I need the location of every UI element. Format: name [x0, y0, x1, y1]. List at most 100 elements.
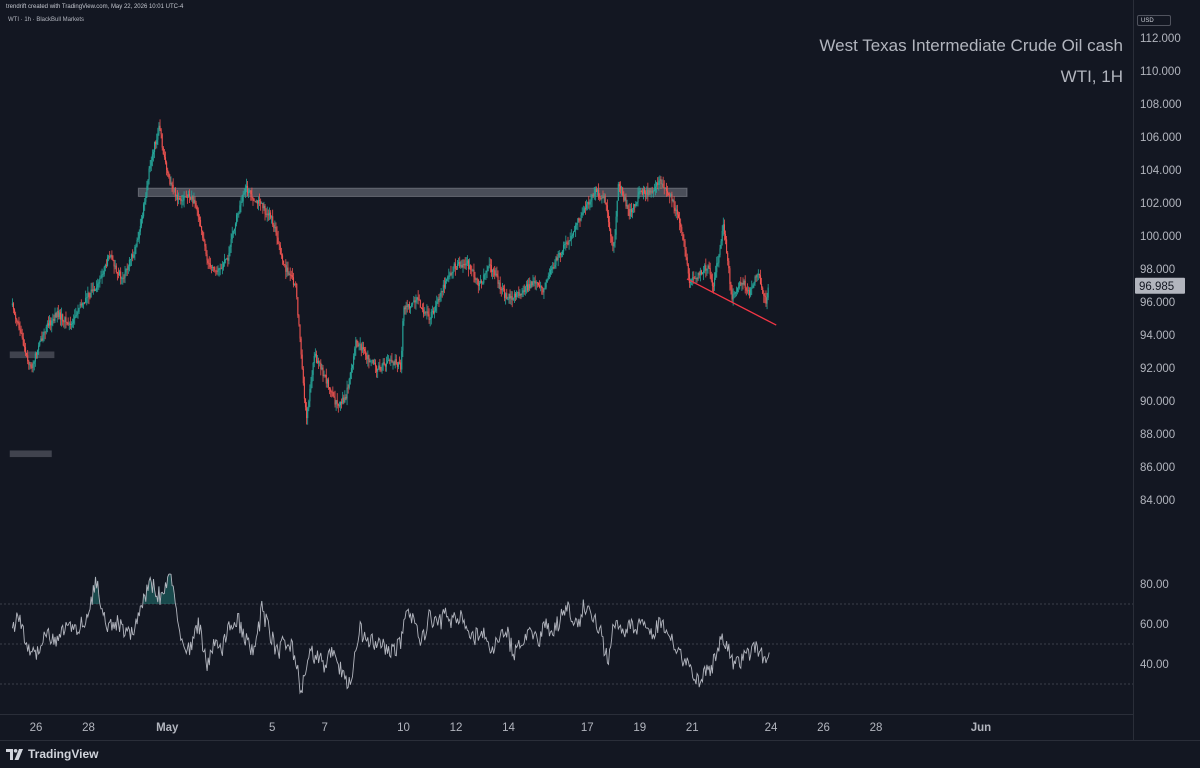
candle-body: [26, 352, 28, 356]
candle-body: [408, 304, 410, 309]
candle-body: [709, 268, 711, 275]
candle-body: [88, 293, 90, 297]
candle-body: [94, 290, 97, 291]
candle-body: [335, 400, 337, 405]
currency-selector[interactable]: USD: [1137, 15, 1171, 26]
tradingview-brand[interactable]: TradingView: [6, 747, 98, 761]
candle-body: [459, 262, 461, 267]
candle-body: [652, 191, 654, 193]
candle-body: [697, 272, 699, 280]
candle-body: [194, 199, 196, 204]
candle-body: [532, 281, 534, 286]
candle-body: [232, 231, 234, 235]
candle-body: [252, 197, 254, 200]
candle-body: [518, 292, 520, 296]
candle-body: [516, 292, 518, 298]
candle-body: [181, 200, 183, 202]
candle-body: [295, 283, 297, 285]
candle-body: [563, 245, 565, 252]
candle-body: [456, 263, 459, 269]
price-tick-label: 98.000: [1140, 264, 1175, 276]
candle-body: [120, 271, 122, 279]
candle-body: [611, 236, 613, 243]
candle-body: [429, 319, 431, 321]
candle-body: [281, 255, 284, 261]
candle-body: [427, 311, 429, 315]
candle-body: [568, 241, 570, 245]
candle-body: [485, 271, 487, 274]
candle-body: [739, 282, 741, 287]
candle-body: [35, 353, 37, 355]
candle-body: [215, 270, 217, 272]
price-tick-label: 96.000: [1140, 297, 1175, 309]
candle-body: [677, 214, 680, 218]
candle-body: [302, 368, 304, 384]
candle-body: [220, 268, 222, 270]
candle-body: [685, 249, 687, 258]
price-axis[interactable]: 84.000 86.000 88.000 90.000 92.000 94.000 96.0…: [1140, 33, 1182, 671]
candle-body: [104, 265, 106, 268]
candle-body: [141, 216, 144, 219]
candle-body: [670, 194, 672, 196]
candle-body: [268, 212, 270, 216]
candle-body: [214, 267, 216, 271]
candle-body: [724, 234, 727, 240]
candle-body: [182, 200, 184, 202]
candle-body: [134, 246, 136, 255]
candle-body: [360, 344, 362, 351]
support-zone: [9, 450, 52, 458]
candle-body: [225, 259, 227, 261]
time-axis[interactable]: 26 28 May 5 7 10 12 14 17 19 21 24 26 28 Jun: [30, 722, 992, 734]
candle-body: [322, 367, 324, 377]
candle-body: [660, 179, 662, 184]
candle-body: [703, 270, 705, 273]
candle-body: [581, 213, 583, 216]
candle-body: [574, 230, 576, 232]
candle-body: [441, 291, 443, 293]
candle-body: [676, 209, 678, 215]
candle-body: [77, 311, 79, 313]
candle-body: [111, 255, 113, 260]
candle-body: [273, 224, 275, 229]
candle-body: [350, 367, 352, 373]
candle-body: [216, 271, 218, 272]
candle-body: [228, 253, 230, 261]
candle-body: [672, 200, 674, 202]
candle-body: [417, 297, 419, 300]
candle-body: [172, 184, 174, 189]
candle-body: [69, 323, 71, 325]
candle-body: [127, 266, 129, 270]
candle-body: [414, 300, 416, 303]
candle-body: [34, 353, 36, 362]
candle-body: [634, 204, 636, 207]
candle-body: [54, 313, 56, 321]
candle-body: [586, 204, 588, 209]
candle-body: [564, 244, 566, 246]
price-tick-label: 88.000: [1140, 429, 1175, 441]
created-by-label: trendrift created with TradingView.com, …: [6, 4, 184, 10]
candle-body: [100, 277, 102, 279]
candle-body: [164, 157, 167, 163]
time-tick-label: 21: [686, 722, 699, 734]
candle-body: [144, 201, 146, 205]
candle-body: [533, 280, 535, 282]
candle-body: [584, 208, 587, 210]
candle-body: [145, 195, 147, 202]
symbol-legend[interactable]: WTI · 1h · BlackBull Markets: [8, 17, 85, 23]
candle-body: [765, 297, 767, 304]
candle-body: [342, 397, 344, 404]
candle-body: [738, 286, 740, 289]
candle-body: [114, 265, 116, 267]
candle-body: [546, 278, 548, 283]
candle-body: [240, 202, 242, 206]
candle-body: [589, 201, 591, 205]
candle-body: [50, 320, 52, 326]
candle-body: [419, 300, 421, 308]
candle-body: [443, 284, 445, 288]
candle-body: [753, 283, 755, 286]
candle-body: [318, 360, 320, 363]
candle-body: [616, 200, 618, 217]
time-tick-label: 10: [397, 722, 410, 734]
